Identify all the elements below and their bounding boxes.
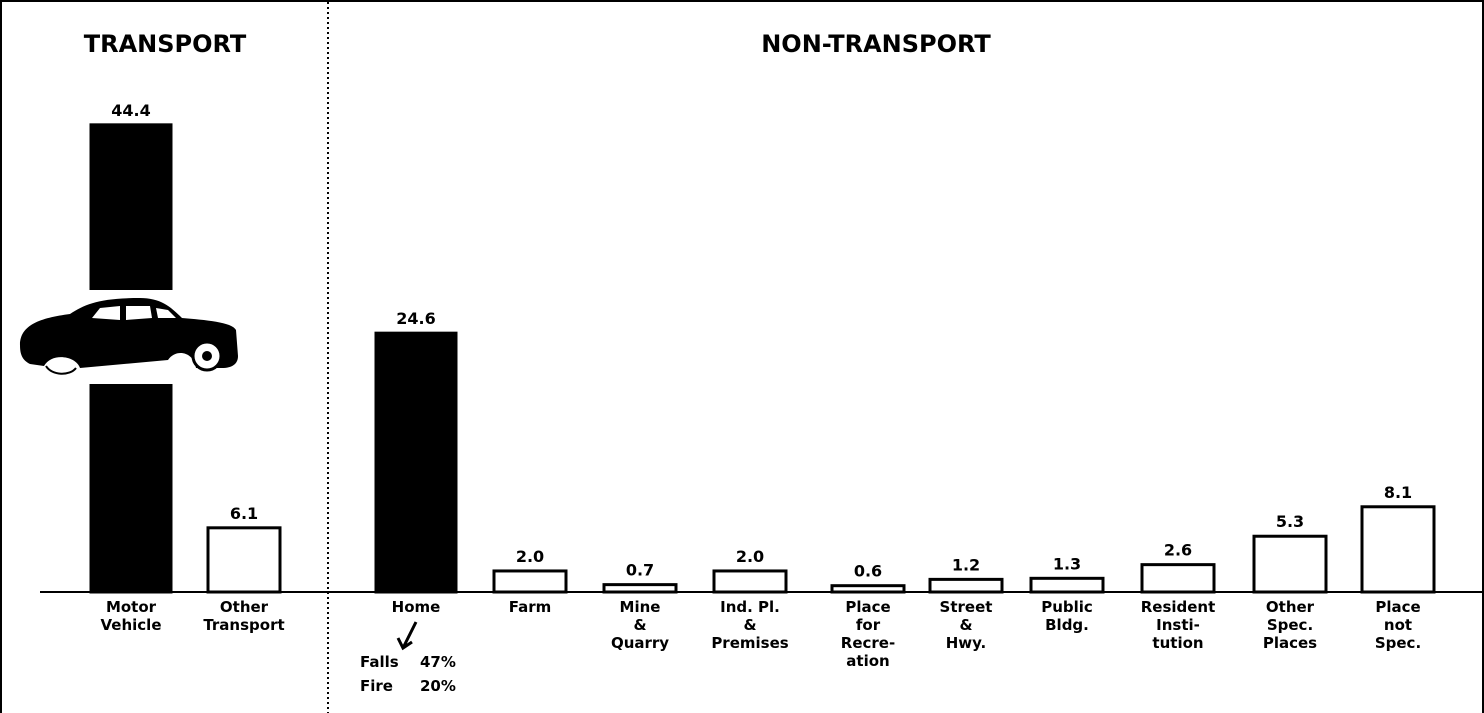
x-tick-label: Street [940,598,993,616]
bar [206,526,282,594]
value-label: 8.1 [1384,483,1412,502]
x-tick-label: Mine [620,598,661,616]
x-tick-label: Other [220,598,269,616]
x-tick-label: Places [1263,634,1317,652]
x-tick-label: Quarry [611,634,669,652]
bar [928,577,1004,594]
x-tick-label: Transport [203,616,284,634]
x-tick-label: Place [1375,598,1420,616]
value-label: 1.3 [1053,554,1081,573]
x-tick-label: Premises [711,634,788,652]
value-label: 44.4 [111,101,150,120]
car-windows [92,306,176,320]
car-hub [202,351,212,361]
x-tick-label: Public [1041,598,1093,616]
annotation-label: Falls [360,653,399,671]
x-tick-label: Hwy. [946,634,987,652]
x-tick-label: Bldg. [1045,616,1089,634]
car-icon [20,290,238,384]
x-tick-label: Ind. Pl. [720,598,780,616]
value-label: 6.1 [230,504,258,523]
x-tick-label: Resident [1141,598,1216,616]
bar [602,583,678,594]
x-tick-label: Other [1266,598,1315,616]
bar [492,569,568,594]
x-tick-label: Recre- [841,634,895,652]
x-tick-label: & [959,616,972,634]
x-tick-label: not [1384,616,1412,634]
value-label: 2.0 [516,547,544,566]
x-tick-label: Place [845,598,890,616]
x-tick-label: Spec. [1375,634,1421,652]
x-tick-label: ation [846,652,889,670]
bar [1140,563,1216,594]
panel-title: NON-TRANSPORT [761,30,991,58]
bar [1360,505,1436,594]
value-label: 1.2 [952,555,980,574]
car-wheel [45,365,77,375]
x-tick-label: for [856,616,881,634]
x-tick-label: Spec. [1267,616,1313,634]
x-tick-label: Insti- [1156,616,1200,634]
annotation-value: 20% [420,677,456,695]
bar [374,331,458,594]
annotation-value: 47% [420,653,456,671]
x-tick-label: tution [1152,634,1203,652]
bar [712,569,788,594]
value-label: 0.7 [626,561,654,580]
car-body [20,298,238,368]
bar [830,584,906,594]
value-label: 0.6 [854,562,882,581]
bar [1029,576,1105,594]
annotation-label: Fire [360,677,393,695]
x-tick-label: & [633,616,646,634]
value-label: 24.6 [396,309,435,328]
value-label: 5.3 [1276,512,1304,531]
x-tick-label: Farm [509,598,552,616]
value-label: 2.0 [736,547,764,566]
annotation-arrow [396,621,418,651]
x-tick-label: Motor [106,598,157,616]
x-tick-label: & [743,616,756,634]
bar [1252,534,1328,594]
x-tick-label: Home [392,598,441,616]
x-tick-label: Vehicle [101,616,162,634]
panel-title: TRANSPORT [84,30,247,58]
value-label: 2.6 [1164,541,1192,560]
